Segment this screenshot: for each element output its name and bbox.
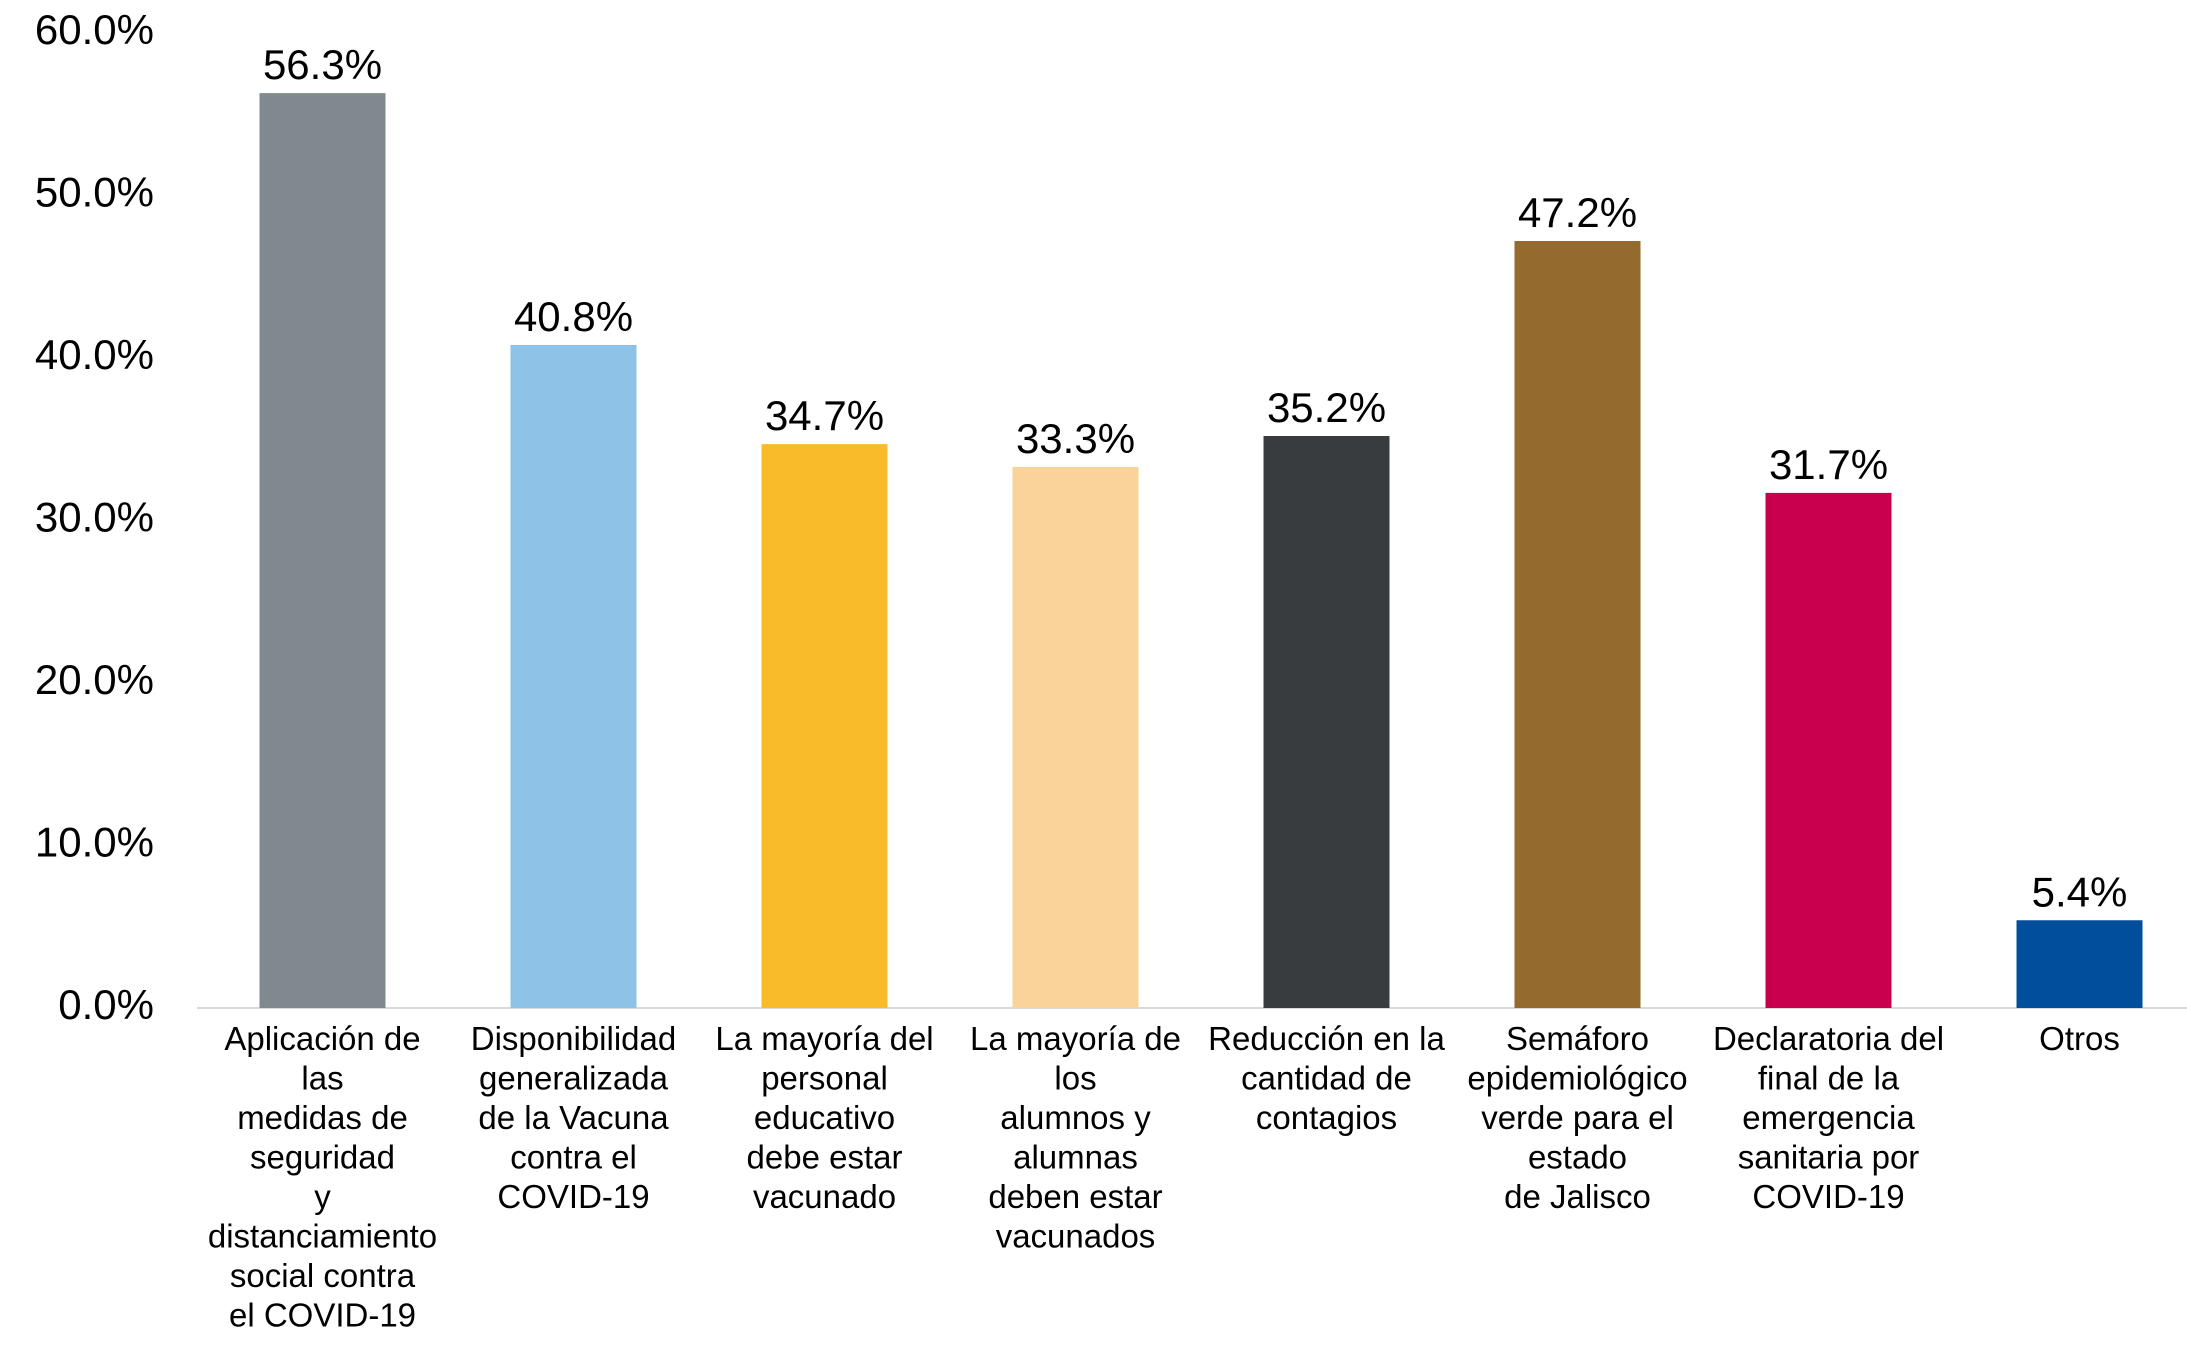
y-tick-label: 20.0%: [35, 656, 154, 703]
y-tick-label: 10.0%: [35, 819, 154, 866]
value-label: 47.2%: [1518, 189, 1637, 236]
value-label: 35.2%: [1267, 384, 1386, 431]
x-tick-label: Disponibilidad generalizada de la Vacuna co…: [471, 1020, 676, 1215]
bar: [1765, 492, 1892, 1008]
x-tick-label: Otros: [2039, 1020, 2120, 1057]
bar: [259, 93, 386, 1008]
bar: [1012, 466, 1139, 1008]
y-tick-label: 50.0%: [35, 169, 154, 216]
value-label: 5.4%: [2032, 868, 2128, 915]
y-tick-label: 0.0%: [58, 981, 154, 1028]
y-tick-label: 60.0%: [35, 6, 154, 53]
bar: [1514, 241, 1641, 1008]
bar: [761, 444, 888, 1008]
x-tick-label: Aplicación de las medidas de seguridad y dist…: [208, 1020, 437, 1334]
bar: [1263, 436, 1390, 1008]
x-tick-label: La mayoría del personal educativo debe esta…: [715, 1020, 933, 1215]
y-tick-label: 40.0%: [35, 331, 154, 378]
x-tick-label: La mayoría de los alumnos y alumnas deben es…: [970, 1020, 1181, 1255]
value-label: 56.3%: [263, 41, 382, 88]
bar: [2016, 920, 2143, 1008]
value-label: 33.3%: [1016, 415, 1135, 462]
x-tick-label: Reducción en la cantidad de contagios: [1208, 1020, 1445, 1136]
y-tick-label: 30.0%: [35, 494, 154, 541]
x-tick-label: Declaratoria del final de la emergencia san…: [1713, 1020, 1944, 1215]
value-label: 34.7%: [765, 392, 884, 439]
x-tick-label: Semáforo epidemiológico verde para el estad…: [1467, 1020, 1687, 1215]
value-label: 40.8%: [514, 293, 633, 340]
bar: [510, 345, 637, 1008]
value-label: 31.7%: [1769, 441, 1888, 488]
